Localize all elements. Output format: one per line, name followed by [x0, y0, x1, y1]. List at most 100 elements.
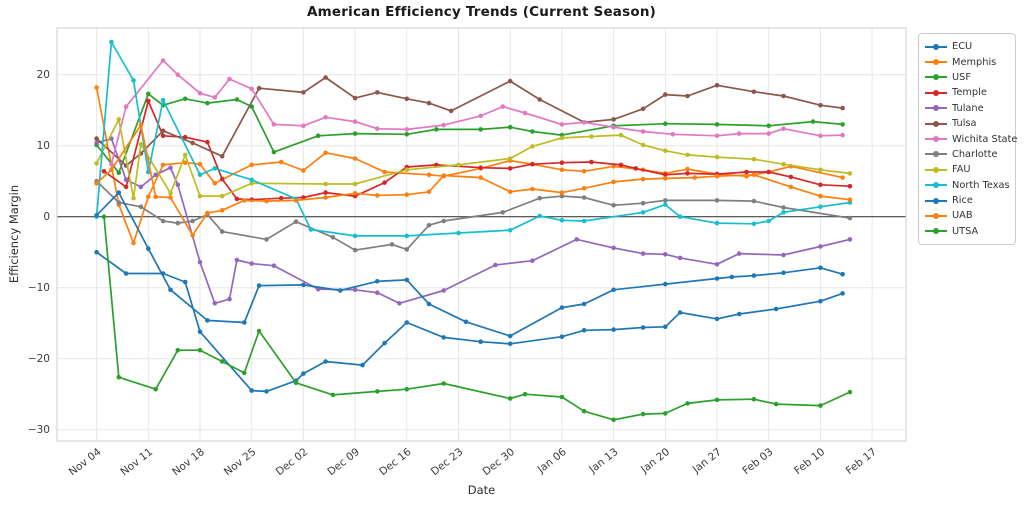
data-point	[611, 164, 616, 169]
data-point	[94, 181, 99, 186]
data-point	[441, 288, 447, 293]
data-point	[714, 154, 720, 160]
data-point	[352, 247, 358, 253]
data-point	[559, 160, 565, 165]
legend-label: Temple	[952, 87, 987, 99]
data-point	[375, 90, 380, 95]
data-point	[640, 325, 646, 330]
x-tick-label: Jan 13	[586, 446, 620, 476]
series-line-rice	[95, 191, 843, 337]
x-tick-label: Nov 25	[222, 446, 259, 478]
data-point	[278, 195, 284, 201]
data-point	[714, 173, 720, 179]
data-point	[559, 305, 565, 310]
data-point	[293, 219, 299, 224]
data-point	[271, 149, 277, 155]
legend-label: UAB	[952, 210, 973, 222]
data-point	[197, 329, 203, 335]
data-point	[94, 161, 99, 166]
data-point	[559, 394, 565, 400]
data-point	[256, 283, 262, 288]
data-point	[389, 242, 395, 247]
data-point	[375, 193, 380, 198]
data-point	[611, 117, 616, 122]
data-point	[766, 169, 771, 175]
data-point	[818, 298, 823, 304]
data-point	[426, 189, 432, 195]
data-point	[773, 401, 779, 407]
data-point	[559, 122, 565, 127]
data-point	[677, 255, 683, 261]
data-point	[456, 162, 461, 168]
data-point	[116, 190, 122, 195]
data-point	[441, 173, 447, 178]
data-point	[559, 218, 565, 223]
data-point	[818, 244, 823, 249]
data-point	[507, 78, 513, 84]
data-point	[323, 115, 328, 120]
x-tick-label: Nov 11	[118, 446, 155, 478]
legend-item-tulsa: Tulsa	[925, 116, 1009, 131]
data-point	[205, 139, 210, 145]
data-point	[182, 134, 188, 140]
legend-item-tulane: Tulane	[925, 101, 1009, 116]
data-point	[736, 251, 742, 256]
data-point	[663, 176, 668, 181]
data-point	[677, 214, 683, 219]
data-point	[116, 200, 122, 205]
data-point	[264, 237, 269, 242]
data-point	[219, 176, 225, 182]
data-point	[146, 194, 151, 200]
data-point	[818, 133, 823, 139]
data-point	[123, 104, 129, 109]
data-point	[685, 93, 690, 99]
data-point	[744, 169, 749, 175]
legend-item-uab: UAB	[925, 208, 1009, 223]
data-point	[249, 261, 254, 266]
data-point	[537, 195, 542, 201]
legend-label: USF	[952, 71, 972, 83]
data-point	[182, 152, 188, 158]
data-point	[507, 333, 513, 339]
data-point	[589, 134, 594, 139]
data-point	[751, 221, 757, 227]
data-point	[315, 133, 321, 139]
data-point	[301, 371, 306, 376]
data-point	[256, 328, 262, 334]
data-point	[153, 172, 158, 178]
data-point	[559, 190, 565, 195]
data-point	[352, 191, 358, 196]
data-point	[663, 324, 668, 330]
data-point	[611, 287, 616, 293]
data-point	[751, 198, 757, 204]
legend-label: UTSA	[952, 225, 979, 237]
data-point	[847, 171, 853, 176]
data-point	[323, 181, 328, 187]
data-point	[640, 251, 646, 256]
legend-label: North Texas	[952, 179, 1010, 191]
data-point	[434, 127, 439, 132]
legend-item-charlotte: Charlotte	[925, 147, 1009, 162]
data-point	[109, 161, 114, 167]
data-point	[618, 162, 624, 168]
data-point	[249, 388, 254, 393]
data-point	[116, 117, 122, 122]
data-point	[507, 156, 513, 161]
data-point	[507, 396, 513, 401]
data-point	[714, 316, 720, 322]
data-point	[382, 169, 387, 175]
data-point	[530, 144, 535, 149]
data-point	[94, 249, 99, 255]
data-point	[382, 340, 387, 346]
data-point	[375, 389, 380, 394]
data-point	[781, 161, 786, 167]
data-point	[426, 100, 432, 106]
data-point	[227, 296, 232, 302]
legend-line-marker-icon	[925, 212, 947, 219]
data-point	[781, 126, 786, 131]
data-point	[308, 227, 314, 232]
legend-line-marker-icon	[925, 105, 947, 112]
data-point	[751, 156, 757, 162]
data-point	[663, 411, 668, 416]
x-tick-label: Dec 23	[429, 446, 466, 478]
